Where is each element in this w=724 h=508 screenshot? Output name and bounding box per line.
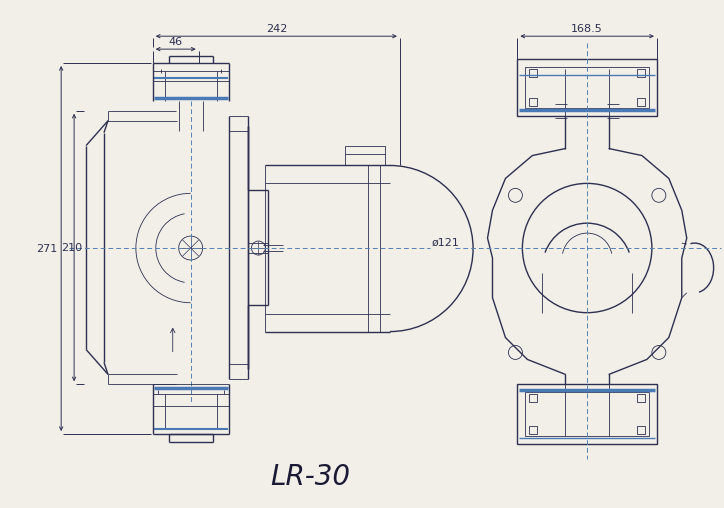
Bar [637, 426, 645, 434]
Bar [526, 392, 649, 436]
Text: 242: 242 [266, 24, 287, 34]
Bar [529, 426, 537, 434]
Bar [529, 394, 537, 402]
Bar [518, 384, 657, 444]
Bar [345, 146, 385, 166]
Bar [637, 394, 645, 402]
Bar [518, 59, 657, 116]
Text: 210: 210 [62, 242, 83, 252]
Bar [529, 69, 537, 77]
Text: 168.5: 168.5 [571, 24, 603, 34]
Text: LR-30: LR-30 [270, 463, 350, 491]
Bar [526, 67, 649, 108]
Bar [637, 69, 645, 77]
Text: ø121: ø121 [432, 238, 460, 248]
Text: 271: 271 [37, 243, 58, 253]
Text: 46: 46 [169, 37, 182, 47]
Bar [529, 98, 537, 106]
Bar [637, 98, 645, 106]
